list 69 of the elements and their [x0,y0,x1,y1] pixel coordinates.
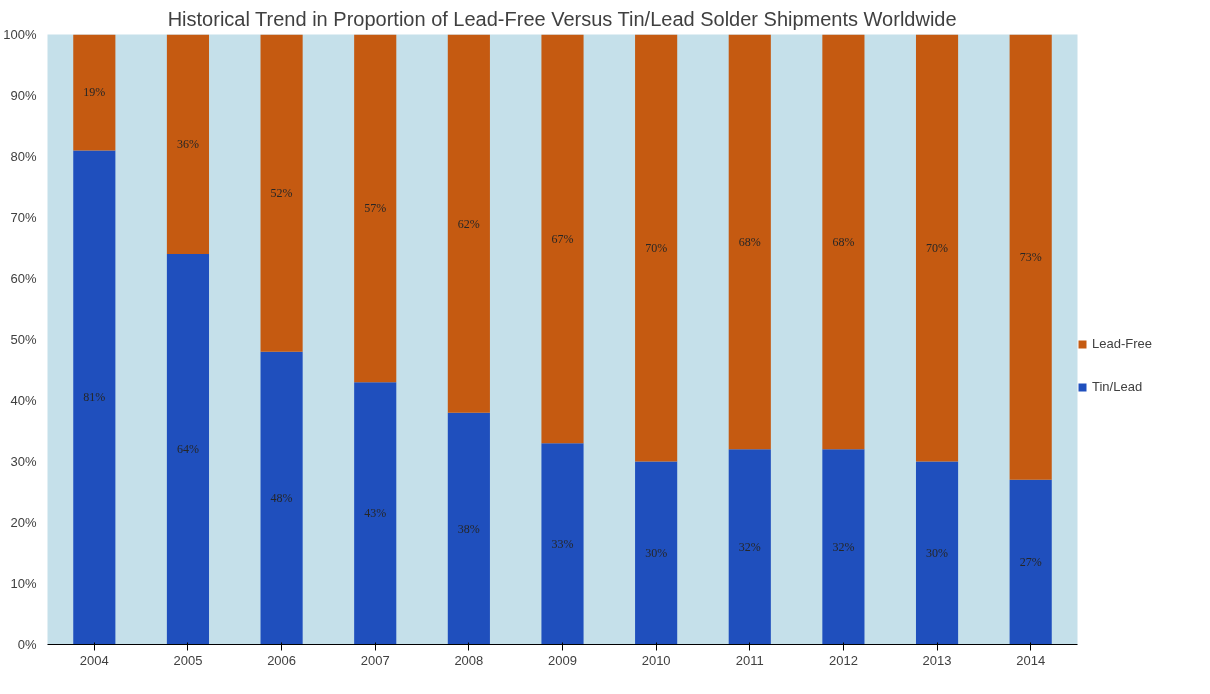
y-tick-label: 80% [10,149,37,164]
bar [822,34,865,450]
x-tick-label: 2008 [454,652,484,668]
data-label: 38% [457,521,480,536]
bar [166,34,210,255]
data-label: 67% [551,231,574,246]
x-tick-label: 2012 [828,652,858,668]
data-label: 70% [645,241,668,255]
y-tick-label: 60% [10,271,37,286]
x-tick-label: 2014 [1016,652,1046,668]
data-label: 33% [551,536,574,551]
bar [1009,34,1052,480]
bar [728,449,771,645]
data-label: 27% [1019,555,1042,570]
data-label: 32% [832,539,855,554]
x-tick-label: 2009 [548,652,577,668]
bar [541,443,584,645]
y-tick-label: 100% [3,27,37,42]
data-label: 52% [270,186,293,201]
bar [447,34,490,413]
bar [354,382,397,645]
x-tick-label: 2013 [922,652,952,668]
data-label: 43% [364,506,387,521]
data-label: 62% [457,216,480,231]
y-tick-label: 0% [17,637,37,652]
bar [915,461,959,645]
data-label: 68% [832,234,855,249]
data-label: 81% [83,390,106,405]
bar [635,34,678,462]
x-tick-label: 2011 [735,652,764,668]
bar [635,461,678,645]
bar [822,449,865,645]
bar [728,34,771,450]
y-tick-label: 40% [10,393,37,408]
bar [73,150,116,645]
data-label: 68% [738,234,761,249]
bar [1009,479,1052,645]
legend-label: Tin/Lead [1092,379,1143,394]
x-tick-label: 2010 [641,652,671,668]
data-label: 36% [176,137,199,152]
y-tick-label: 20% [10,515,37,530]
bar [447,412,490,645]
bar [354,34,397,383]
x-tick-label: 2006 [267,652,297,668]
data-label: 32% [738,539,761,554]
y-tick-label: 90% [10,88,37,103]
data-label: 30% [926,546,949,560]
data-label: 64% [176,442,199,457]
bar [915,34,959,462]
chart-title: Historical Trend in Proportion of Lead-Free Versus Tin/Lead Solder Shipments Worldwide [167,7,957,30]
y-tick-label: 50% [10,332,37,347]
bar [541,34,584,444]
bar [260,34,303,352]
bar [73,34,116,151]
bar [166,254,210,645]
x-tick-label: 2007 [360,652,390,668]
x-tick-label: 2004 [79,652,109,668]
legend-label: Lead-Free [1092,336,1152,351]
data-label: 48% [270,491,293,506]
data-label: 19% [83,85,106,100]
data-label: 30% [645,546,668,560]
data-label: 57% [364,201,387,216]
data-label: 70% [926,241,949,255]
bar [260,351,303,645]
data-label: 73% [1019,250,1042,265]
y-tick-label: 10% [10,576,37,591]
x-tick-label: 2005 [173,652,203,668]
y-tick-label: 70% [10,210,37,225]
y-tick-label: 30% [10,454,37,469]
